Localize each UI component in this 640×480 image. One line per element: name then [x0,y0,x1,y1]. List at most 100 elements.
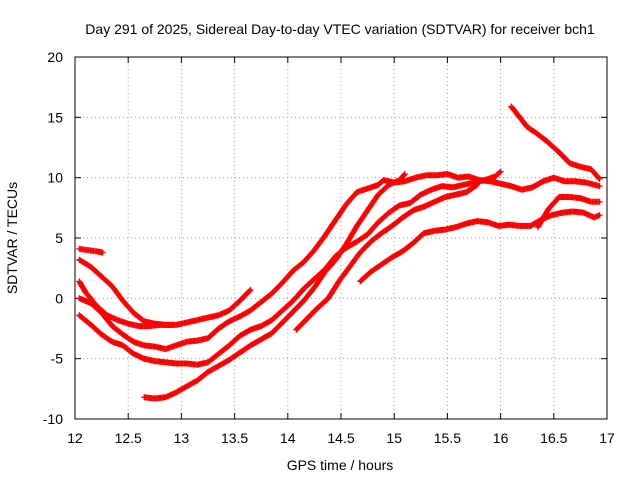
data-point [281,282,284,284]
data-point [590,201,592,203]
data-point [295,329,297,331]
data-point [579,166,582,168]
data-point [370,271,372,273]
data-point [359,251,361,254]
data-point [487,221,489,223]
data-point [356,241,358,243]
data-point [574,180,576,182]
data-point [338,280,340,282]
series-track-e [76,168,504,368]
series-markers [508,103,603,182]
series-markers [76,245,106,256]
data-point [466,191,468,193]
data-point [228,344,230,346]
data-point [164,361,166,363]
x-tick-label: 15.5 [434,430,461,446]
data-point [402,250,404,252]
data-point [551,214,553,216]
y-tick-label: 10 [47,170,63,186]
data-point [239,300,241,302]
data-point [292,300,294,302]
data-point [101,312,103,314]
data-point [345,203,347,205]
data-point [510,105,512,108]
data-point [175,324,177,326]
data-point [444,229,446,231]
data-point [292,270,294,272]
data-point [186,341,188,343]
data-point [356,225,358,227]
data-point [455,226,457,228]
data-point [78,314,80,316]
data-point [127,323,129,325]
data-point [367,209,369,211]
data-point [446,173,448,175]
data-point [292,311,294,313]
y-tick-label: -10 [43,411,63,427]
data-series [76,103,603,402]
data-point [425,174,427,176]
data-point [164,348,166,350]
data-point [547,142,550,144]
data-point [356,191,358,193]
data-point [335,219,337,221]
data-point [521,189,523,191]
data-point [186,321,188,324]
data-point [218,314,220,316]
data-point [239,335,241,337]
data-point [303,288,305,290]
y-axis-label: SDTVAR / TECUs [4,182,20,294]
data-point [132,353,135,355]
data-point [398,204,401,206]
data-point [111,341,113,343]
data-point [388,184,390,186]
y-tick-label: -5 [51,351,64,367]
data-point [585,181,587,184]
data-point [531,186,534,188]
data-point [462,184,464,186]
x-tick-label: 14 [280,430,296,446]
data-point [370,241,372,243]
data-point [327,297,329,299]
data-point [122,333,124,336]
data-point [452,186,454,188]
data-point [271,332,273,334]
data-point [484,179,486,181]
data-point [494,175,496,178]
data-point [388,212,390,214]
data-point [599,178,601,180]
data-point [175,391,177,394]
data-point [398,179,401,181]
data-point [412,242,414,244]
data-point [335,259,337,261]
series-track-j [508,103,603,182]
x-tick-label: 12 [67,430,83,446]
data-point [359,280,361,282]
data-point [561,212,563,214]
data-point [391,256,393,258]
data-point [409,202,411,204]
data-point [303,261,305,263]
data-point [593,216,595,219]
data-point [590,168,592,170]
data-point [599,185,601,187]
series-track-g [293,181,481,333]
data-point [250,344,252,346]
data-point [420,194,422,196]
x-tick-label: 16 [493,430,509,446]
x-tick-label: 17 [599,430,615,446]
data-point [90,266,92,268]
x-tick-label: 12.5 [115,430,142,446]
data-point [111,325,113,327]
data-point [537,133,539,135]
data-point [90,324,92,326]
data-point [558,196,560,198]
data-point [218,353,220,355]
data-point [196,364,198,366]
data-point [101,276,103,278]
data-point [348,266,351,268]
data-point [324,235,326,237]
data-point [430,189,432,191]
data-point [228,309,230,311]
data-point [207,361,209,363]
